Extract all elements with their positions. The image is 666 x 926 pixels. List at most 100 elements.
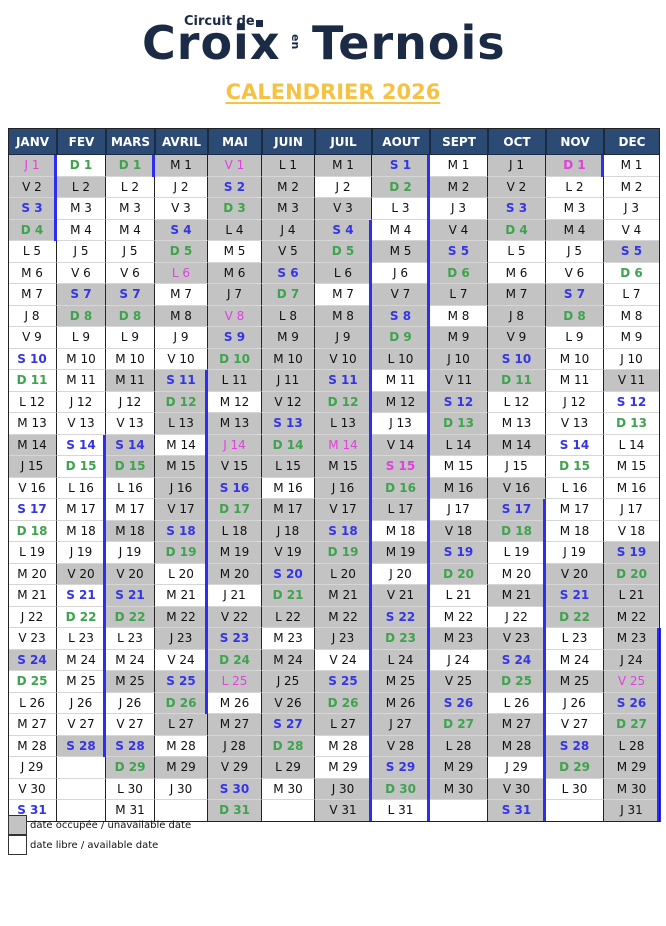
day-cell-occupied: V 30 — [488, 778, 546, 800]
day-cell-occupied: M 2 — [262, 176, 315, 198]
day-cell-occupied: S 8 — [372, 305, 430, 327]
day-cell-available: L 19 — [488, 542, 546, 564]
day-cell-occupied: S 2 — [208, 176, 262, 198]
day-cell-available: L 31 — [372, 800, 430, 822]
day-cell-occupied: J 8 — [488, 305, 546, 327]
legend-free-row: date libre / available date — [8, 835, 158, 855]
day-cell-available: J 19 — [106, 542, 155, 564]
day-cell-available: J 5 — [57, 241, 106, 263]
day-cell-available: L 16 — [57, 477, 106, 499]
day-cell-occupied: M 8 — [315, 305, 372, 327]
day-cell-occupied: S 27 — [262, 714, 315, 736]
day-cell-occupied: D 28 — [262, 735, 315, 757]
day-cell-occupied: M 22 — [315, 606, 372, 628]
day-cell-available: J 12 — [57, 391, 106, 413]
day-cell-occupied: D 22 — [546, 606, 604, 628]
day-cell-occupied: M 1 — [155, 155, 208, 177]
day-cell-occupied: M 19 — [372, 542, 430, 564]
day-cell-available: M 18 — [372, 520, 430, 542]
day-cell-occupied: J 16 — [155, 477, 208, 499]
day-cell-available: L 7 — [604, 284, 660, 306]
month-header: AVRIL — [155, 128, 208, 155]
day-cell-occupied: L 7 — [430, 284, 488, 306]
day-cell-occupied: S 20 — [262, 563, 315, 585]
day-cell-available: M 7 — [155, 284, 208, 306]
month-header: FEV — [57, 128, 106, 155]
day-cell-occupied: L 22 — [262, 606, 315, 628]
day-cell-available: J 8 — [8, 305, 57, 327]
day-cell-occupied: M 7 — [488, 284, 546, 306]
day-cell-occupied: S 26 — [604, 692, 660, 714]
day-cell-available: J 2 — [315, 176, 372, 198]
day-cell-available: M 11 — [57, 370, 106, 392]
day-cell-available: M 13 — [8, 413, 57, 435]
day-cell-occupied: D 2 — [372, 176, 430, 198]
day-cell-available: M 21 — [155, 585, 208, 607]
day-cell-occupied: L 18 — [208, 520, 262, 542]
day-cell-available: M 17 — [106, 499, 155, 521]
day-cell-occupied: J 27 — [372, 714, 430, 736]
day-cell-available: L 26 — [8, 692, 57, 714]
day-cell-occupied: D 1 — [106, 155, 155, 177]
day-cell-occupied: M 5 — [372, 241, 430, 263]
day-cell-occupied: D 25 — [488, 671, 546, 693]
day-cell-occupied: V 19 — [262, 542, 315, 564]
day-cell-available: M 14 — [155, 434, 208, 456]
day-cell-available: V 10 — [155, 348, 208, 370]
day-cell-available: J 24 — [430, 649, 488, 671]
day-cell-available: L 20 — [155, 563, 208, 585]
day-cell-occupied: S 28 — [106, 735, 155, 757]
blocked-period-bar — [657, 628, 661, 822]
day-cell-occupied: S 29 — [372, 757, 430, 779]
day-cell-occupied: S 10 — [488, 348, 546, 370]
day-cell-occupied: D 16 — [372, 477, 430, 499]
day-cell-occupied: S 17 — [488, 499, 546, 521]
day-cell-occupied: D 26 — [155, 692, 208, 714]
day-cell-occupied: V 17 — [315, 499, 372, 521]
day-cell-occupied: D 1 — [546, 155, 604, 177]
day-cell-available: M 29 — [315, 757, 372, 779]
day-cell-occupied: S 13 — [262, 413, 315, 435]
day-cell-occupied: D 31 — [208, 800, 262, 822]
month-header: AOUT — [372, 128, 430, 155]
day-cell-available: L 2 — [546, 176, 604, 198]
month-header: JUIN — [262, 128, 315, 155]
day-cell-occupied: V 1 — [208, 155, 262, 177]
day-cell-occupied: L 13 — [315, 413, 372, 435]
day-cell-occupied: S 18 — [315, 520, 372, 542]
day-cell-occupied: L 14 — [430, 434, 488, 456]
day-cell-occupied: M 11 — [106, 370, 155, 392]
day-cell-occupied: M 27 — [208, 714, 262, 736]
day-cell-occupied: M 21 — [315, 585, 372, 607]
day-cell-occupied: L 2 — [57, 176, 106, 198]
day-cell-occupied: D 27 — [430, 714, 488, 736]
day-cell-occupied: M 14 — [315, 434, 372, 456]
day-cell-available: M 21 — [8, 585, 57, 607]
day-cell-available: M 18 — [546, 520, 604, 542]
day-cell-occupied: S 4 — [155, 219, 208, 241]
day-cell-available: J 19 — [57, 542, 106, 564]
day-cell-occupied: V 2 — [488, 176, 546, 198]
day-cell-available: J 6 — [372, 262, 430, 284]
day-cell-available: J 19 — [546, 542, 604, 564]
day-cell-available: M 24 — [106, 649, 155, 671]
day-cell-occupied: J 15 — [8, 456, 57, 478]
day-cell-available: L 12 — [8, 391, 57, 413]
day-cell-available: M 6 — [8, 262, 57, 284]
day-cell-occupied: S 31 — [488, 800, 546, 822]
day-cell-occupied: V 20 — [57, 563, 106, 585]
day-cell-occupied: L 29 — [262, 757, 315, 779]
day-cell-occupied: S 7 — [546, 284, 604, 306]
legend-free-swatch — [8, 835, 27, 855]
day-cell-available: L 30 — [546, 778, 604, 800]
day-cell-available: M 15 — [604, 456, 660, 478]
day-cell-available: S 21 — [57, 585, 106, 607]
day-cell-available: J 2 — [155, 176, 208, 198]
day-cell-occupied: J 23 — [155, 628, 208, 650]
legend-free-label: date libre / available date — [30, 839, 159, 851]
day-cell-occupied: M 9 — [430, 327, 488, 349]
day-cell-available: V 24 — [315, 649, 372, 671]
day-cell-occupied: D 12 — [315, 391, 372, 413]
day-cell-occupied: M 22 — [155, 606, 208, 628]
day-cell-available: D 15 — [57, 456, 106, 478]
